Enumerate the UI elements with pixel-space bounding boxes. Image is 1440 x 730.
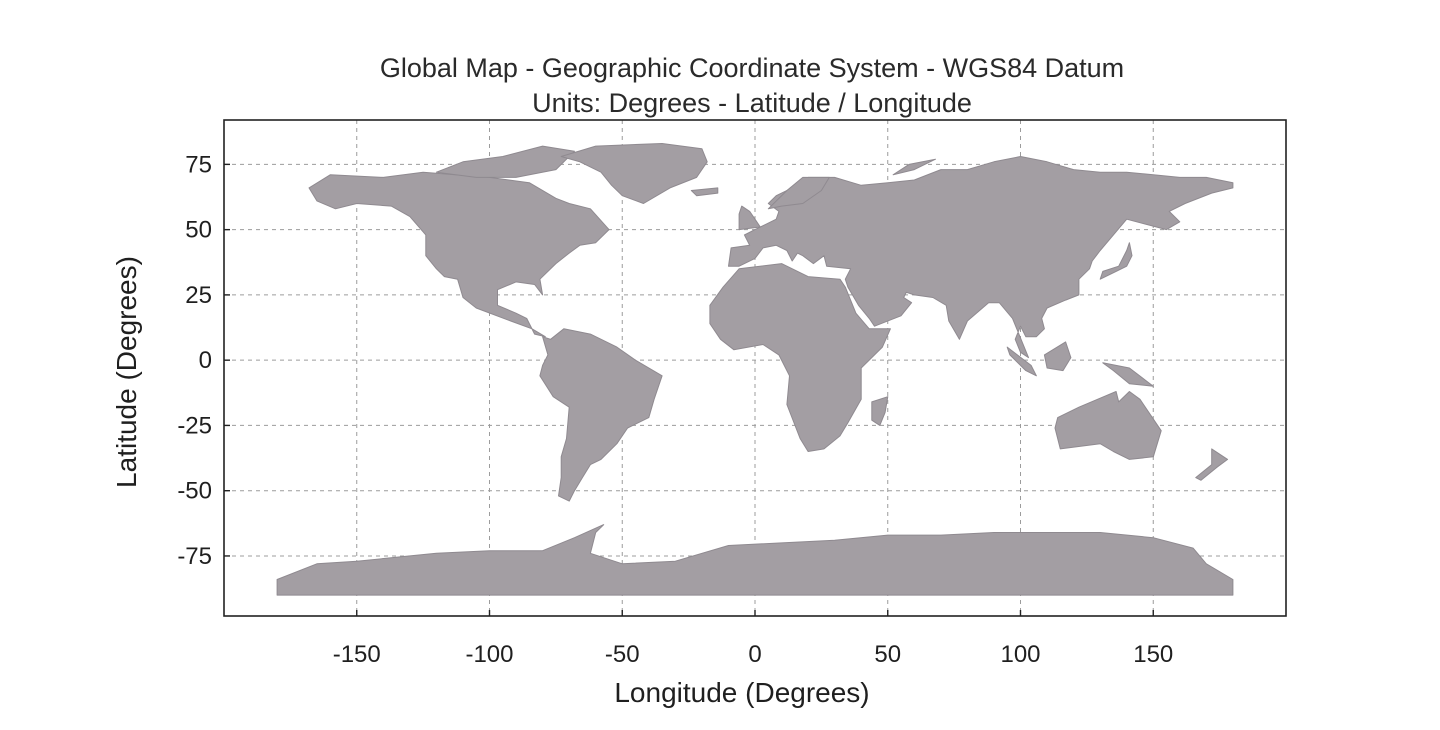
landmass-layer (276, 143, 1234, 596)
landmass-iceland (690, 187, 719, 197)
x-tick-label: -50 (605, 641, 640, 668)
y-tick-label: -25 (177, 412, 212, 439)
landmass-new-zealand (1195, 448, 1229, 481)
landmass-great-britain (738, 205, 761, 231)
y-axis-label: Latitude (Degrees) (111, 256, 142, 488)
landmass-greenland (560, 143, 708, 204)
map-title: Global Map - Geographic Coordinate Syste… (380, 53, 1124, 83)
x-tick-label: -100 (465, 641, 513, 668)
landmass-south-america (539, 328, 663, 502)
y-tick-label: -75 (177, 543, 212, 570)
landmass-new-guinea (1102, 362, 1154, 387)
x-tick-label: -150 (333, 641, 381, 668)
landmass-north-america (308, 171, 610, 338)
landmass-sumatra (1006, 346, 1037, 377)
y-axis-ticks: 75 50 25 0 -25 -50 -75 (177, 151, 230, 570)
landmass-antarctica (276, 524, 1234, 596)
y-tick-label: 25 (185, 282, 212, 309)
landmass-japan (1099, 242, 1133, 280)
landmass-novaya-zemlya (892, 158, 936, 176)
y-tick-label: 50 (185, 217, 212, 244)
landmass-australia (1054, 391, 1162, 460)
x-axis-label: Longitude (Degrees) (614, 677, 869, 708)
x-tick-label: 150 (1133, 641, 1173, 668)
x-tick-label: 50 (874, 641, 901, 668)
x-axis-ticks: -150 -100 -50 0 50 100 150 (333, 610, 1173, 668)
y-tick-label: 75 (185, 151, 212, 178)
y-tick-label: 0 (199, 347, 212, 374)
y-tick-label: -50 (177, 478, 212, 505)
landmass-africa (709, 263, 891, 452)
map-subtitle: Units: Degrees - Latitude / Longitude (532, 88, 972, 118)
x-tick-label: 0 (748, 641, 761, 668)
landmass-scandinavian-interior (767, 176, 830, 210)
landmass-canadian-arctic-archipelago (435, 145, 575, 178)
landmass-borneo (1043, 341, 1072, 372)
landmass-madagascar (871, 396, 889, 426)
landmass-eurasia (728, 156, 1234, 359)
x-tick-label: 100 (1000, 641, 1040, 668)
